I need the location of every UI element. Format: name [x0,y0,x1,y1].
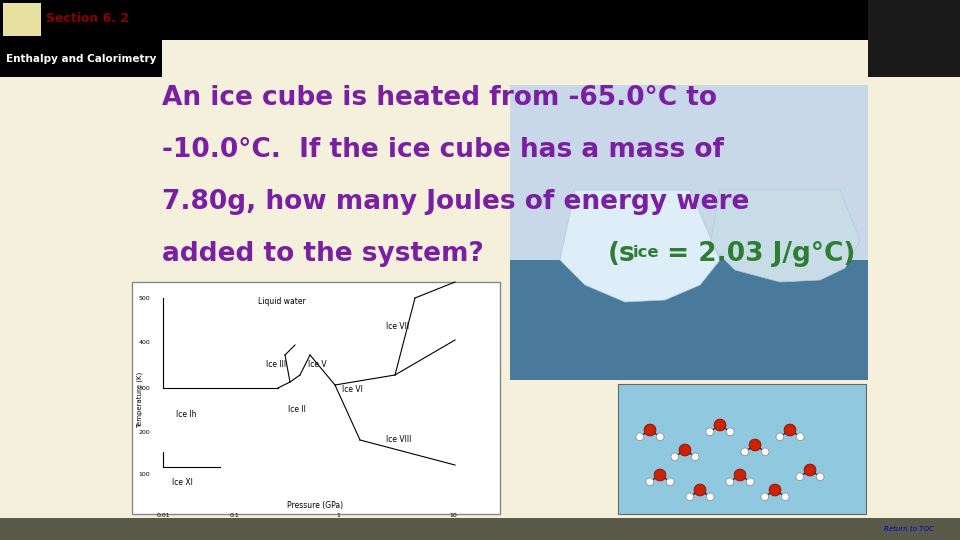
Text: 100: 100 [138,472,150,477]
Circle shape [714,419,726,431]
Text: 400: 400 [138,341,150,346]
Circle shape [636,433,643,441]
Text: -10.0°C.  If the ice cube has a mass of: -10.0°C. If the ice cube has a mass of [162,137,724,163]
Circle shape [707,493,714,501]
Text: An ice cube is heated from -65.0°C to: An ice cube is heated from -65.0°C to [162,85,717,111]
Circle shape [657,433,664,441]
Bar [0,0,960,40]
Text: Liquid water: Liquid water [258,297,305,306]
Circle shape [727,428,734,436]
Text: Section 6. 2: Section 6. 2 [46,12,130,25]
Circle shape [746,478,754,485]
Bar [618,384,866,514]
Circle shape [686,493,694,501]
Circle shape [679,444,691,456]
Text: Ice II: Ice II [288,405,306,414]
Text: Return to TOC: Return to TOC [884,526,934,532]
Text: Temperature (K): Temperature (K) [136,372,143,428]
Circle shape [804,464,816,476]
Polygon shape [560,190,720,302]
Text: 7.80g, how many Joules of energy were: 7.80g, how many Joules of energy were [162,189,750,215]
Text: 300: 300 [138,386,150,390]
Text: = 2.03 J/g°C): = 2.03 J/g°C) [658,241,855,267]
Circle shape [796,473,804,481]
Bar [510,85,868,260]
Circle shape [734,469,746,481]
Circle shape [671,453,679,461]
Text: Enthalpy and Calorimetry: Enthalpy and Calorimetry [6,54,156,64]
Text: Ice III: Ice III [266,360,286,369]
Text: Ice XI: Ice XI [172,478,193,487]
Text: Ice Ih: Ice Ih [176,410,197,419]
Bar [132,282,500,514]
Bar [868,0,960,77]
Bar [0,40,162,77]
Text: 500: 500 [138,295,150,300]
Circle shape [726,478,733,485]
Text: (s: (s [608,241,636,267]
Circle shape [761,493,769,501]
Circle shape [691,453,699,461]
Text: Pressure (GPa): Pressure (GPa) [287,501,343,510]
Circle shape [769,484,780,496]
Circle shape [776,433,783,441]
Text: 0.1: 0.1 [230,513,240,518]
Circle shape [797,433,804,441]
Text: Ice VIII: Ice VIII [386,435,412,444]
Text: Ice VI: Ice VI [342,385,363,394]
Text: added to the system?: added to the system? [162,241,484,267]
Text: ice: ice [633,245,660,260]
Text: Ice VII: Ice VII [386,322,409,331]
Bar [3,3,41,36]
Text: 0.01: 0.01 [156,513,170,518]
Bar [0,518,960,540]
Circle shape [694,484,706,496]
Text: 10: 10 [449,513,457,518]
Circle shape [784,424,796,436]
Circle shape [741,448,749,456]
Circle shape [761,448,769,456]
Circle shape [816,473,824,481]
Polygon shape [710,190,860,282]
Circle shape [666,478,674,485]
Circle shape [646,478,654,485]
Circle shape [706,428,713,436]
Circle shape [644,424,656,436]
Circle shape [781,493,789,501]
Text: 200: 200 [138,430,150,435]
Text: Ice V: Ice V [308,360,326,369]
Text: 1: 1 [336,513,340,518]
Circle shape [749,439,761,451]
Bar [510,260,868,380]
Circle shape [654,469,666,481]
